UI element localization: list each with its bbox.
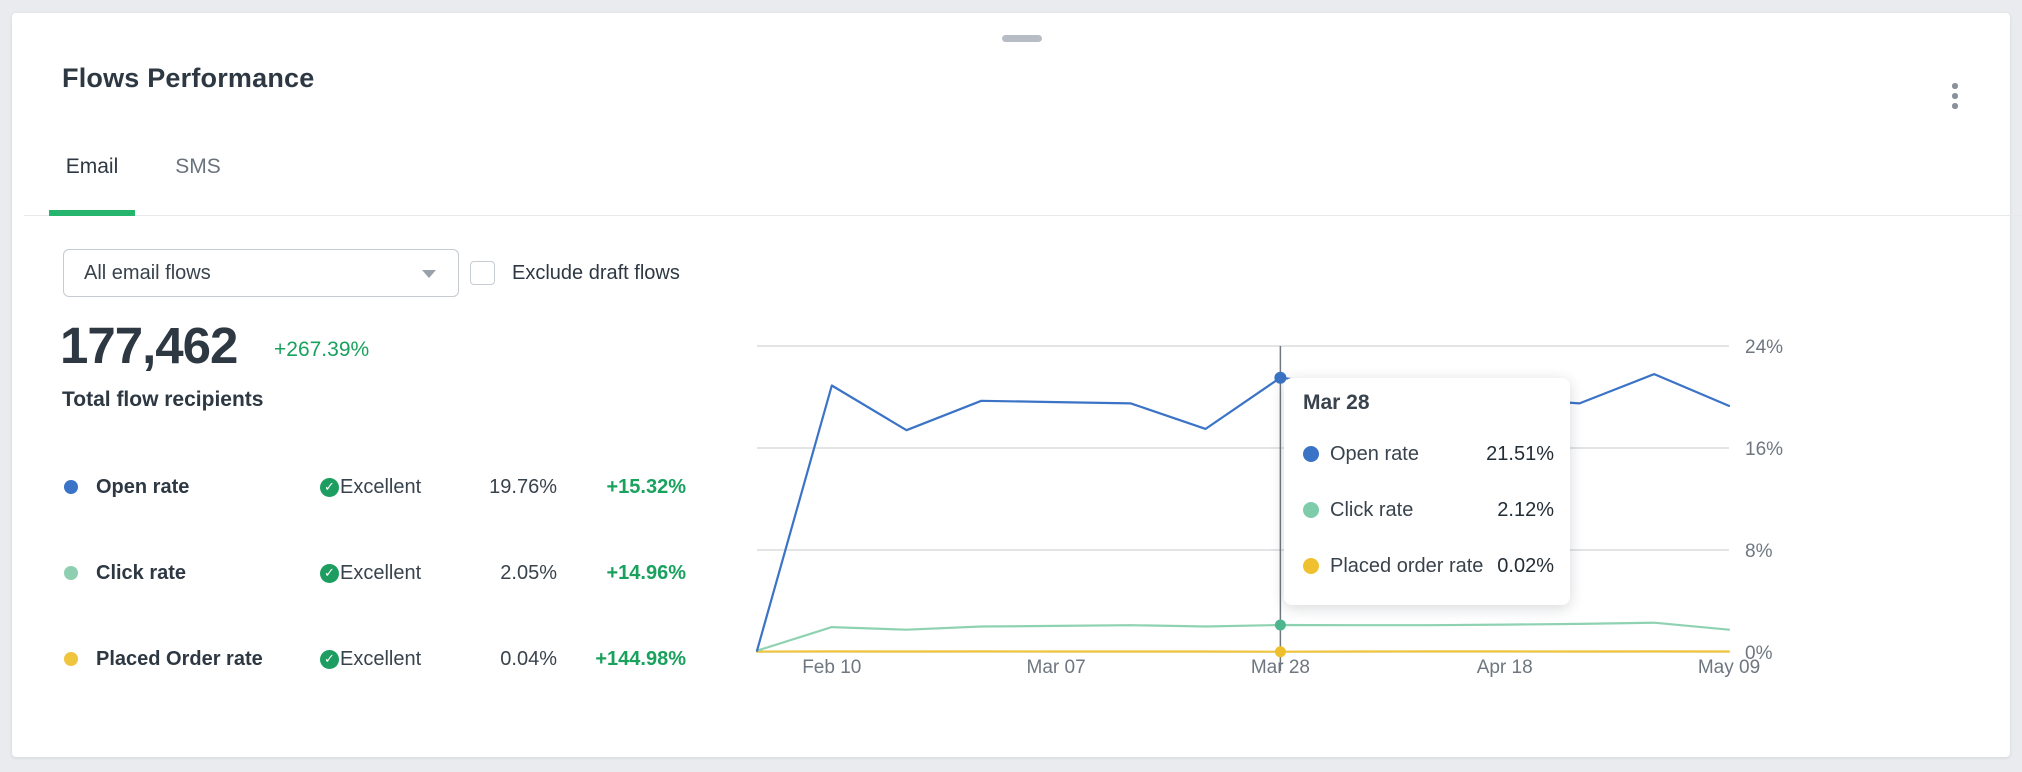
metric-label: Placed Order rate	[96, 648, 263, 670]
tooltip-value: 0.02%	[1497, 554, 1554, 577]
check-circle-icon: ✓	[320, 649, 339, 669]
metric-delta: +144.98%	[595, 648, 686, 670]
flows-chart-area[interactable]: 24% 16% 8% 0% Feb 10 Mar 07 Mar 28 Apr 18 May 09	[755, 337, 1802, 683]
rating-text: Excellent	[340, 561, 422, 584]
x-axis-label: Mar 07	[1027, 657, 1086, 678]
highlight-marker	[1274, 646, 1286, 658]
tooltip-label: Open rate	[1330, 442, 1419, 465]
placed-order-rate-dot	[1303, 558, 1319, 574]
y-axis-label: 16%	[1745, 439, 1783, 460]
x-axis-label: Feb 10	[802, 657, 861, 678]
flow-filter-select[interactable]: All email flows	[63, 249, 459, 297]
rating-text: Excellent	[340, 475, 422, 498]
total-recipients-delta: +267.39%	[274, 338, 370, 361]
metric-label: Click rate	[96, 562, 187, 584]
total-recipients-label: Total flow recipients	[62, 388, 264, 411]
flows-chart: 24% 16% 8% 0% Feb 10 Mar 07 Mar 28 Apr 18 May 09	[755, 337, 1783, 678]
y-axis-label: 0%	[1745, 643, 1773, 664]
metric-row-click-rate: Click rate ✓ Excellent 2.05% +14.96%	[52, 556, 712, 590]
rating-badge: ✓ Excellent	[320, 642, 421, 676]
metric-value: 2.05%	[500, 562, 557, 584]
highlight-marker	[1274, 619, 1286, 631]
rating-badge: ✓ Excellent	[320, 556, 421, 590]
metric-row-open-rate: Open rate ✓ Excellent 19.76% +15.32%	[52, 470, 712, 504]
tooltip-label: Click rate	[1330, 498, 1414, 521]
metric-delta: +14.96%	[606, 562, 686, 584]
x-axis-label: May 09	[1698, 657, 1760, 678]
total-recipients-value: 177,462	[60, 317, 238, 374]
kebab-menu-icon[interactable]	[1942, 75, 1968, 117]
placed-order-rate-dot	[64, 652, 78, 666]
tab-bar-divider	[24, 215, 2022, 216]
metric-delta: +15.32%	[606, 476, 686, 498]
tooltip-date: Mar 28	[1303, 391, 1370, 414]
flows-performance-card: Flows Performance Email SMS All email fl…	[12, 13, 2022, 757]
tab-email[interactable]: Email	[65, 155, 119, 178]
series-line	[755, 373, 1731, 652]
tooltip-label: Placed order rate	[1330, 554, 1484, 577]
open-rate-dot	[64, 480, 78, 494]
highlight-marker	[1274, 371, 1287, 384]
metric-value: 19.76%	[489, 476, 557, 498]
metric-label: Open rate	[96, 476, 190, 498]
chart-tooltip: Mar 28 Open rate 21.51% Click rate 2.12%…	[1284, 378, 1570, 605]
tab-sms[interactable]: SMS	[175, 155, 221, 178]
series-line	[755, 621, 1731, 652]
y-axis-label: 8%	[1745, 541, 1773, 562]
check-circle-icon: ✓	[320, 563, 339, 583]
tooltip-value: 2.12%	[1497, 498, 1554, 521]
x-axis-label: Mar 28	[1251, 657, 1310, 678]
check-circle-icon: ✓	[320, 477, 339, 497]
flow-filter-value: All email flows	[84, 261, 211, 284]
x-axis-label: Apr 18	[1477, 657, 1533, 678]
caret-down-icon	[422, 270, 436, 278]
rating-text: Excellent	[340, 647, 422, 670]
tooltip-value: 21.51%	[1486, 442, 1554, 465]
tooltip-row-placed-order-rate: Placed order rate 0.02%	[1303, 548, 1554, 584]
click-rate-dot	[1303, 502, 1319, 518]
tooltip-rows: Open rate 21.51% Click rate 2.12% Placed…	[1303, 436, 1554, 584]
click-rate-dot	[64, 566, 78, 580]
exclude-draft-label[interactable]: Exclude draft flows	[512, 262, 680, 284]
metric-value: 0.04%	[500, 648, 557, 670]
y-axis-label: 24%	[1745, 337, 1783, 358]
active-tab-underline	[49, 210, 135, 216]
drag-handle[interactable]	[1002, 35, 1042, 42]
metric-row-placed-order-rate: Placed Order rate ✓ Excellent 0.04% +144…	[52, 642, 712, 676]
rating-badge: ✓ Excellent	[320, 470, 421, 504]
open-rate-dot	[1303, 446, 1319, 462]
page-title: Flows Performance	[62, 63, 315, 93]
tooltip-row-open-rate: Open rate 21.51%	[1303, 436, 1554, 472]
exclude-draft-checkbox[interactable]	[470, 261, 495, 285]
tooltip-row-click-rate: Click rate 2.12%	[1303, 492, 1554, 528]
